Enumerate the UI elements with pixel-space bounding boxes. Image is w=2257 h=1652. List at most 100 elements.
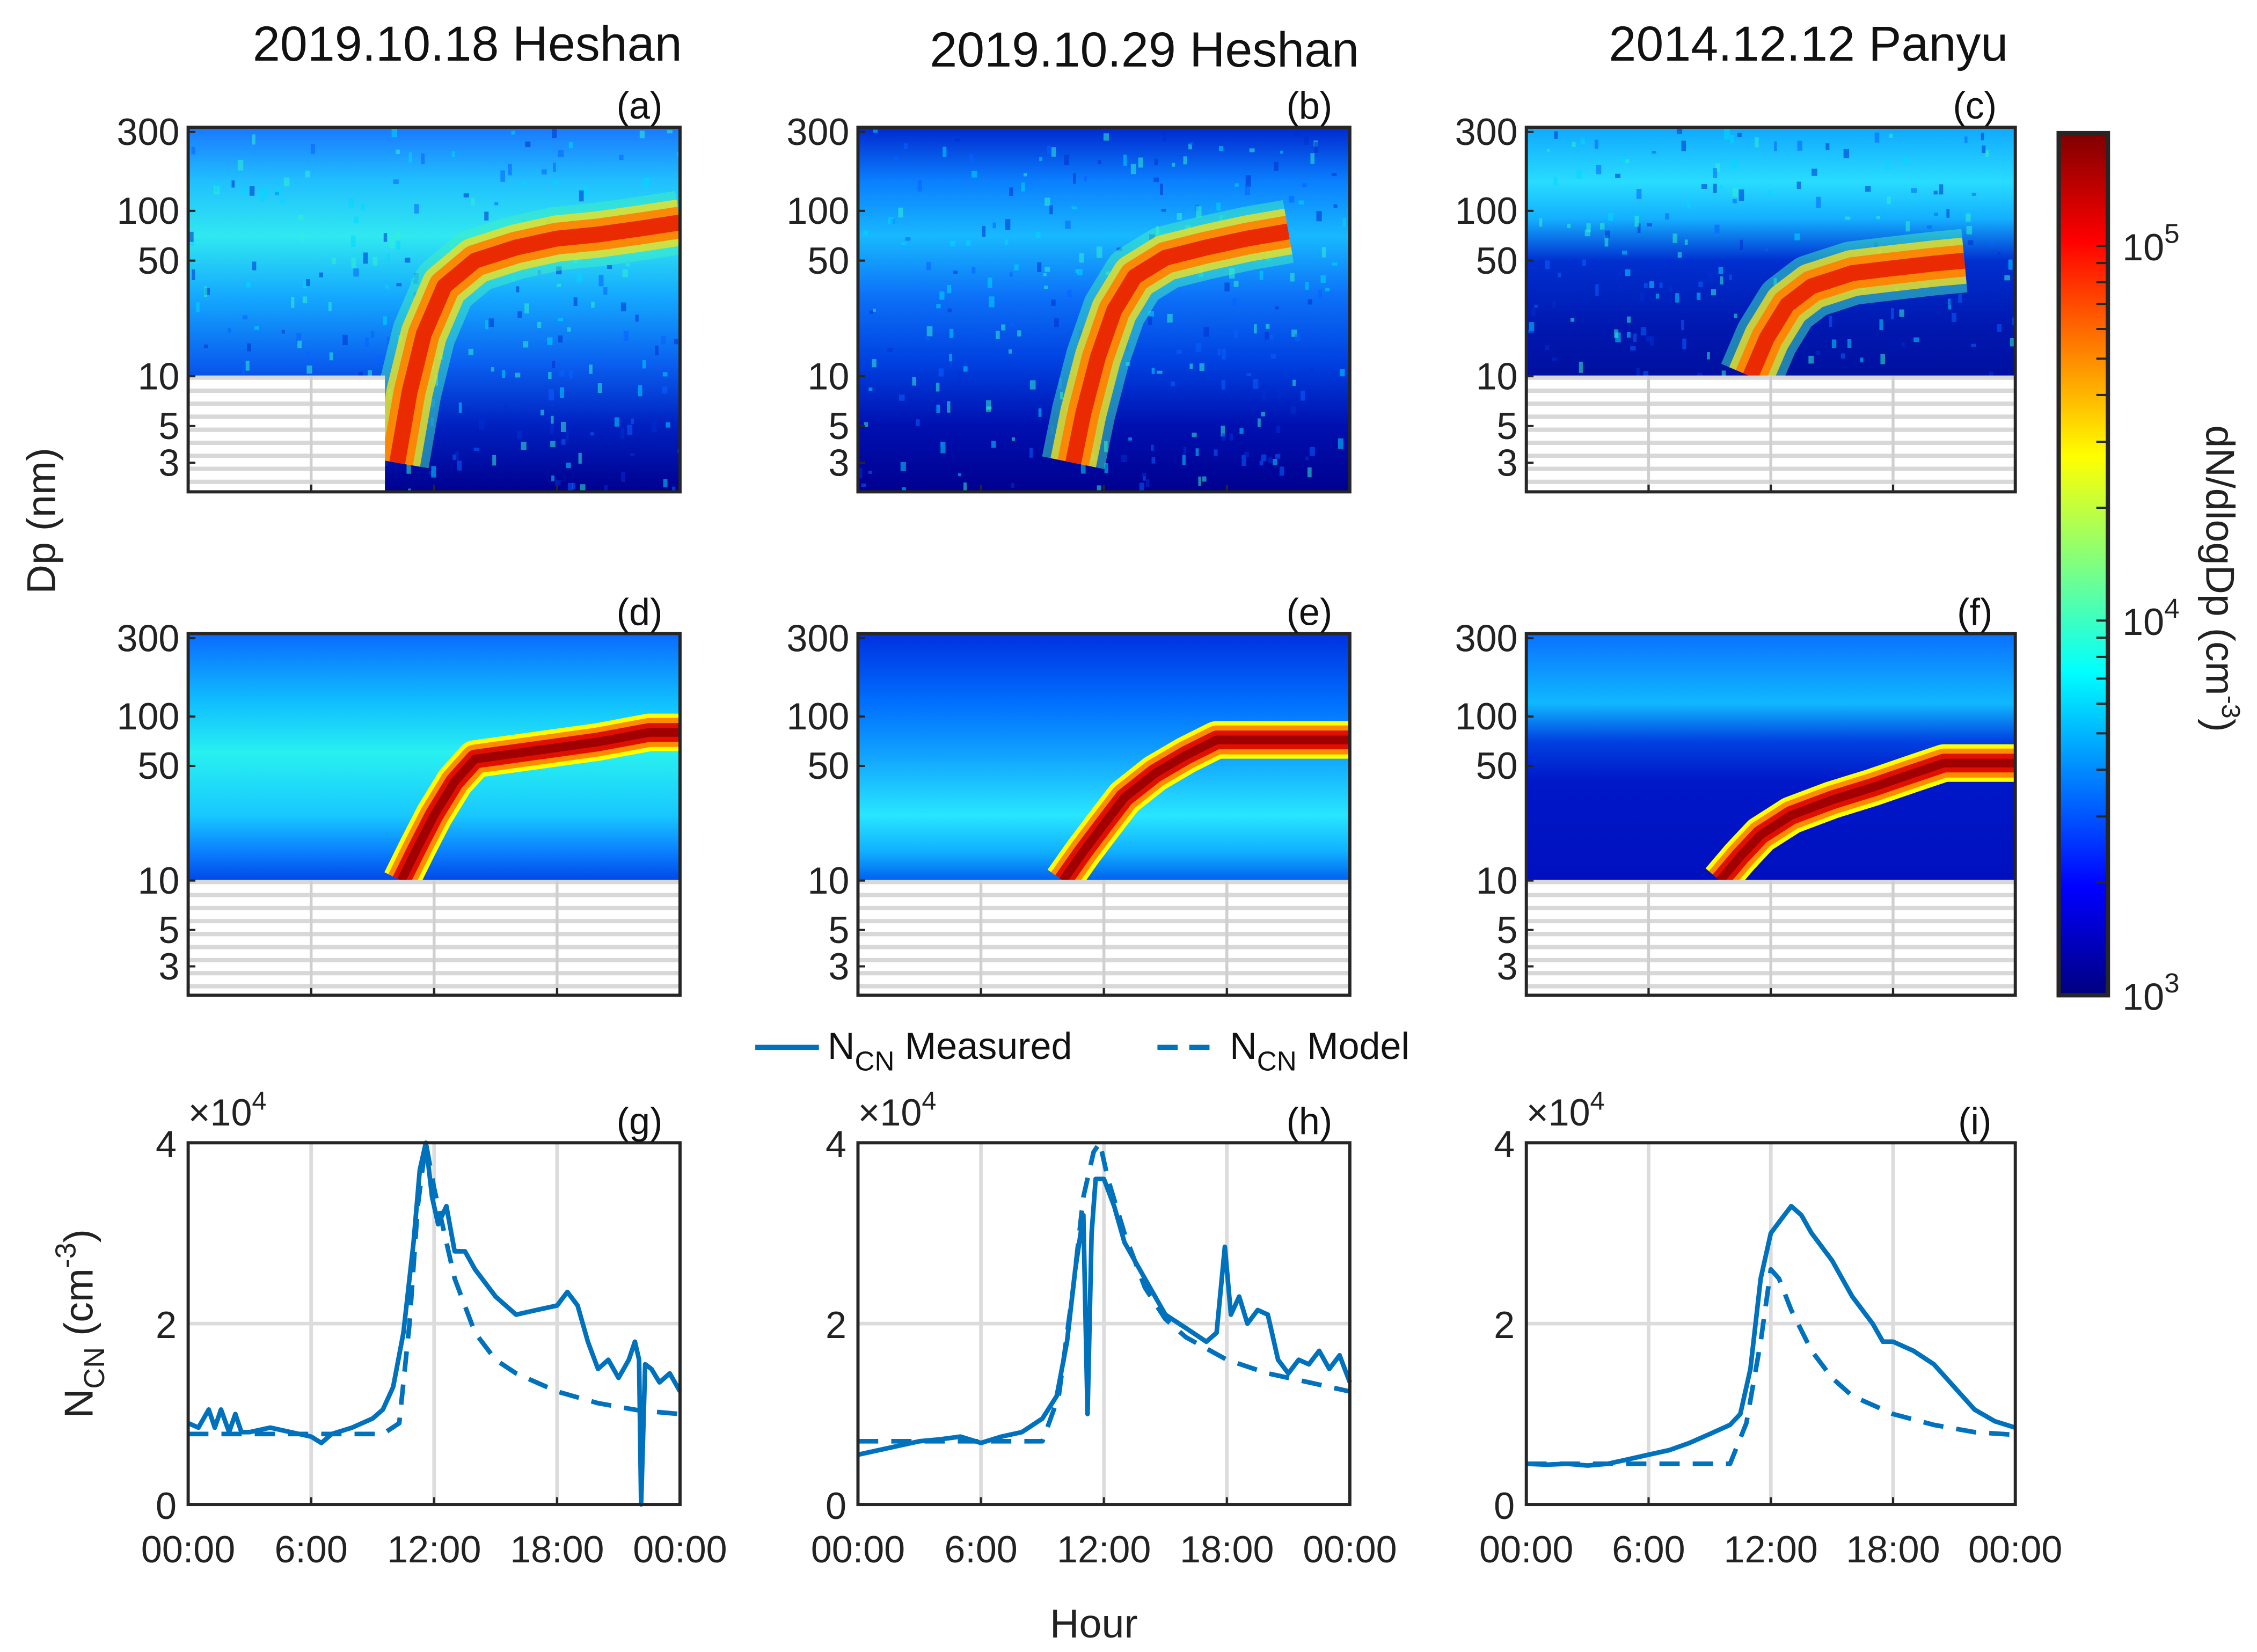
heatmap-cell [1268,457,1273,463]
heatmap-cell [1096,246,1102,258]
y-tick-label: 100 [116,190,179,232]
heatmap-cell [936,404,940,413]
heatmap-cell [361,203,365,210]
heatmap-cell [623,331,629,341]
heatmap-cell [421,153,425,165]
heatmap-cell [385,284,389,289]
heatmap-cell [1143,476,1146,481]
y-tick-label: 100 [786,696,849,737]
heatmap-cell [508,164,512,176]
panel-i: 0 2 4 00:00 6:00 12:00 18:00 00:00 ×104 (i) [1479,1086,2062,1570]
heatmap-cell [463,193,469,198]
heatmap-cell [228,328,231,333]
heatmap-cell [603,287,608,295]
heatmap-cell [1608,213,1613,221]
heatmap-cell [572,483,575,489]
y-tick-label: 2 [1494,1304,1515,1346]
heatmap-cell [1554,131,1558,139]
heatmap-cell [351,257,356,268]
heatmap-cell [204,288,210,295]
heatmap-cell [1161,208,1166,212]
heatmap-cell [393,179,399,184]
colorbar-gradient [2056,130,2110,998]
heatmap-cell [551,415,554,424]
heatmap-cell [1008,349,1012,354]
heatmap-cell [1553,177,1558,186]
heatmap-cell [1911,188,1917,193]
heatmap-cell [1797,141,1802,151]
heatmap-cell [1148,316,1152,325]
heatmap-cell [1732,199,1737,203]
heatmap-cell [1677,252,1682,258]
heatmap-cell [1981,145,1986,153]
heatmap-cell [1989,371,1993,377]
heatmap-cell [383,316,387,325]
heatmap-cell [894,156,898,160]
heatmap-cell [1302,183,1307,188]
y-tick-label: 4 [826,1123,846,1165]
heatmap-cell [1067,289,1072,297]
heatmap-cell [995,331,1000,339]
heatmap-cell [1774,141,1777,151]
heatmap-cell [516,430,523,440]
heatmap-cell [1344,386,1350,393]
heatmap-cell [1071,206,1077,210]
heatmap-cell [488,318,494,327]
heatmap-cell [940,442,946,454]
heatmap-cell [1321,247,1326,258]
y-tick-label: 5 [828,405,849,447]
heatmap-cell [521,442,527,450]
heatmap-cell [1927,225,1932,229]
heatmap-cell [1245,175,1251,187]
heatmap-cell [1714,224,1720,234]
heatmap-cell [517,311,522,318]
colorbar-tick-label: 105 [2122,218,2179,268]
heatmap-cell [1958,294,1962,303]
heatmap-cell [873,129,878,133]
heatmap-cell [1913,337,1919,342]
heatmap-cell [1934,213,1938,216]
heatmap-cell [1005,239,1009,245]
heatmap-cell [328,302,332,311]
heatmap-cell [281,330,285,334]
colorbar-tick-label: 103 [2122,968,2179,1018]
heatmap-cell [1715,163,1720,172]
heatmap-cell [1652,151,1656,154]
heatmap-cell [1552,301,1556,308]
heatmap-cell [1229,433,1233,441]
heatmap-cell [900,462,906,471]
heatmap-cell [537,321,542,328]
heatmap-cell [1279,466,1284,476]
heatmap-cell [1764,248,1769,252]
heatmap-cell [1274,162,1279,171]
heatmap-cell [607,265,612,269]
heatmap-cell [1246,373,1252,376]
y-tick-label: 3 [828,442,849,484]
y-tick-label: 3 [1497,442,1518,484]
heatmap-cell [550,423,553,435]
heatmap-cell [662,386,668,394]
heatmap-cell [936,304,941,309]
heatmap-cell [1065,221,1071,229]
heatmap-cell [1636,189,1642,199]
heatmap-cell [365,337,369,347]
heatmap-cell [887,347,893,352]
heatmap-cell [1172,163,1175,167]
heatmap-cell [275,187,281,195]
heatmap-cell [674,339,678,345]
heatmap-cell [2008,259,2013,270]
heatmap-cell [1970,343,1976,347]
heatmap-cell [1235,183,1239,187]
heatmap-cell [1816,196,1821,208]
heatmap-cell [249,186,255,196]
heatmap-cell [452,454,456,460]
heatmap-cell [1829,316,1832,327]
heatmap-cell [1889,134,1893,138]
heatmap-cell [1808,355,1814,364]
heatmap-f [1526,633,2015,996]
heatmap-cell [1304,136,1309,145]
heatmap-cell [1142,473,1146,477]
y-tick-label: 5 [828,909,849,951]
series-measured-line [187,1140,682,1507]
heatmap-cell [1280,150,1283,154]
